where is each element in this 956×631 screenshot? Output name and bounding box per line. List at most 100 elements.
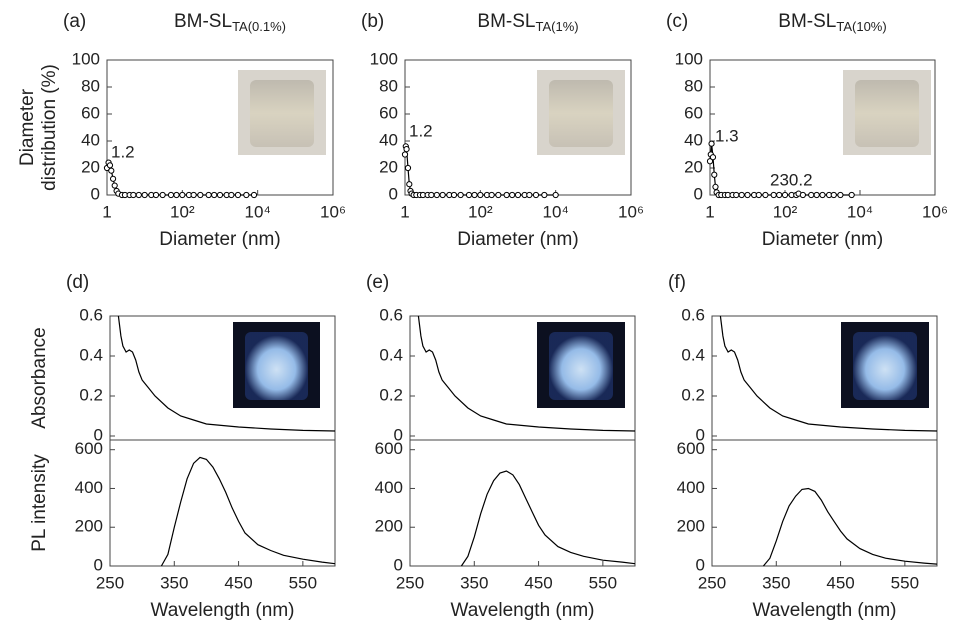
y-tick-label: 40 — [684, 130, 703, 149]
y-tick-label: 0 — [696, 425, 705, 444]
y-tick-label: 20 — [379, 157, 398, 176]
point — [552, 191, 559, 199]
point — [709, 154, 717, 161]
y-axis-label: Diameter — [17, 88, 38, 166]
y-tick-label: 0 — [394, 555, 403, 574]
annotation: 230.2 — [770, 170, 813, 189]
point — [526, 191, 533, 199]
y-tick-label: 100 — [72, 49, 100, 68]
x-tick-label: 250 — [96, 573, 124, 592]
point — [733, 191, 740, 199]
y-tick-label: 600 — [75, 439, 103, 458]
point — [250, 191, 258, 199]
inset-photo — [549, 80, 613, 147]
y-tick-label: 400 — [75, 478, 103, 497]
point — [234, 191, 242, 199]
line — [762, 487, 938, 567]
point — [403, 146, 410, 153]
point — [808, 191, 815, 199]
x-tick-label: 250 — [396, 573, 424, 592]
y-tick-label: 40 — [81, 130, 100, 149]
panel-label: (e) — [366, 272, 389, 293]
point — [439, 191, 446, 199]
point — [173, 191, 180, 199]
y-tick-label: 0 — [94, 555, 103, 574]
point — [179, 191, 186, 199]
point — [744, 191, 751, 199]
x-tick-label: 10⁴ — [543, 202, 569, 221]
y-tick-label: 100 — [675, 49, 703, 68]
y-tick-label: 0 — [91, 184, 100, 203]
y-tick-label: 0 — [394, 425, 403, 444]
panel-label: (b) — [361, 11, 384, 32]
inset-photo — [853, 332, 917, 400]
inset-photo — [245, 332, 308, 400]
chart-title: BM-SLTA(10%) — [778, 11, 886, 34]
point — [130, 191, 137, 199]
line — [460, 470, 636, 567]
point — [197, 191, 204, 199]
plot-frame — [109, 439, 336, 567]
point — [471, 191, 478, 199]
point — [770, 191, 777, 199]
point — [711, 171, 718, 178]
y-tick-label: 40 — [379, 130, 398, 149]
point — [819, 191, 826, 199]
x-axis-label: Diameter (nm) — [762, 229, 883, 250]
y-tick-label: 0 — [696, 555, 705, 574]
point — [111, 182, 118, 189]
annotation: 1.2 — [111, 142, 135, 161]
inset-photo — [250, 80, 314, 147]
y-tick-label: 600 — [375, 439, 403, 458]
x-axis-label: Wavelength (nm) — [753, 600, 897, 621]
point — [108, 167, 115, 174]
y-tick-label: 0.2 — [681, 385, 705, 404]
point — [135, 191, 142, 199]
y-axis-label: distribution (%) — [39, 64, 60, 191]
y-tick-label: 0 — [389, 184, 398, 203]
panel-label: (c) — [666, 11, 688, 32]
y-tick-label: 200 — [375, 517, 403, 536]
chart-title: BM-SLTA(0.1%) — [174, 11, 286, 34]
x-tick-label: 350 — [160, 573, 188, 592]
x-axis-label: Diameter (nm) — [159, 229, 280, 250]
x-tick-label: 350 — [762, 573, 790, 592]
point — [465, 191, 473, 199]
point — [532, 191, 540, 199]
x-tick-label: 10² — [773, 202, 798, 221]
y-tick-label: 0.4 — [379, 345, 403, 364]
point — [433, 191, 440, 199]
point — [830, 191, 837, 199]
point — [141, 191, 148, 199]
x-axis-label: Wavelength (nm) — [151, 600, 295, 621]
x-tick-label: 1 — [102, 202, 111, 221]
line — [719, 315, 938, 432]
chart-title-main: BM-SL — [174, 11, 232, 32]
point — [837, 191, 844, 199]
point — [216, 191, 224, 199]
chart-title-main: BM-SL — [778, 11, 836, 32]
point — [450, 191, 458, 199]
x-axis-label: Wavelength (nm) — [451, 600, 595, 621]
x-tick-label: 350 — [460, 573, 488, 592]
y-tick-label: 20 — [684, 157, 703, 176]
inset-photo — [855, 80, 919, 147]
point — [813, 191, 820, 199]
chart-title-main: BM-SL — [477, 11, 535, 32]
y-tick-label: 60 — [81, 103, 100, 122]
y-tick-label: 80 — [81, 76, 100, 95]
point — [495, 191, 502, 199]
point — [228, 191, 235, 199]
x-tick-label: 10² — [468, 202, 493, 221]
line — [160, 456, 336, 567]
point — [205, 191, 212, 199]
point — [401, 151, 409, 158]
y-axis-label: PL intensity — [29, 454, 50, 552]
point — [776, 191, 783, 199]
y-tick-label: 0 — [694, 184, 703, 203]
y-tick-label: 100 — [370, 49, 398, 68]
y-tick-label: 400 — [375, 478, 403, 497]
y-tick-label: 0.2 — [79, 385, 103, 404]
point — [509, 191, 516, 199]
x-tick-label: 10⁴ — [847, 202, 873, 221]
